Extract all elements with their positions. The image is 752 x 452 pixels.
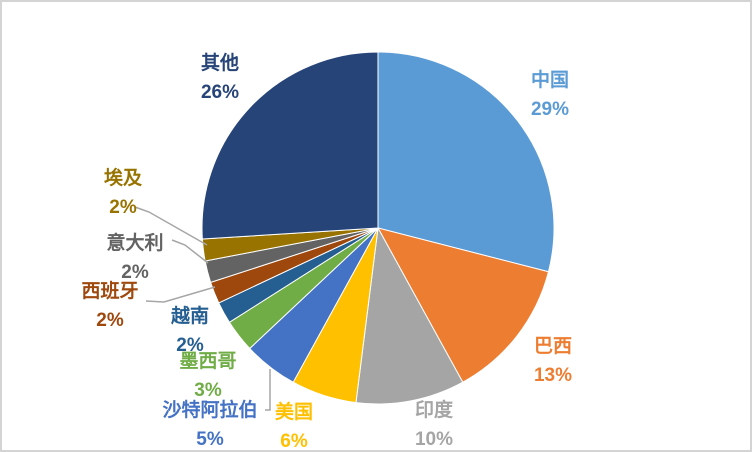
pie-label-category: 沙特阿拉伯 xyxy=(162,400,258,421)
pie-label-percent: 2% xyxy=(109,197,137,218)
pie-label-percent: 2% xyxy=(176,335,204,356)
pie-label-percent: 2% xyxy=(121,262,149,283)
pie-label-category: 印度 xyxy=(414,400,453,421)
pie-label-percent: 5% xyxy=(196,429,224,450)
pie-label-1: 巴西 13% xyxy=(534,332,572,390)
leader-line-saudi xyxy=(265,369,271,411)
pie-slice-2 xyxy=(355,227,464,405)
pie-label-category: 埃及 xyxy=(103,168,143,189)
leader-line-italy xyxy=(171,239,209,264)
pie-label-category: 中国 xyxy=(530,70,569,91)
pie-label-category: 意大利 xyxy=(106,233,164,254)
leader-line-egypt xyxy=(134,206,208,246)
pie-label-9: 埃及 2% xyxy=(104,164,142,222)
pie-label-percent: 29% xyxy=(530,99,570,120)
pie-label-category: 西班牙 xyxy=(81,281,139,302)
pie-label-percent: 3% xyxy=(194,380,222,401)
pie-label-6: 越南 2% xyxy=(171,302,209,360)
pie-label-category: 美国 xyxy=(274,402,314,423)
pie-slice-10 xyxy=(201,51,379,240)
pie-label-percent: 13% xyxy=(533,365,573,386)
pie-slice-0 xyxy=(377,51,555,273)
pie-label-percent: 6% xyxy=(280,431,308,452)
pie-label-8: 意大利 2% xyxy=(106,229,163,287)
pie-label-percent: 2% xyxy=(96,310,124,331)
pie-label-category: 墨西哥 xyxy=(179,351,237,372)
pie-label-category: 巴西 xyxy=(533,336,572,357)
pie-label-0: 中国 29% xyxy=(531,66,569,124)
pie-label-5: 墨西哥 3% xyxy=(179,347,236,405)
pie-label-3: 美国 6% xyxy=(274,398,314,452)
pie-label-2: 印度 10% xyxy=(414,396,454,450)
pie-label-category: 越南 xyxy=(170,306,210,327)
pie-label-4: 沙特阿拉伯 5% xyxy=(162,396,258,450)
pie-slice-1 xyxy=(377,227,549,383)
pie-label-category: 其他 xyxy=(200,53,239,74)
pie-label-7: 西班牙 2% xyxy=(81,277,138,335)
pie-label-percent: 10% xyxy=(414,429,454,450)
pie-label-10: 其他 26% xyxy=(201,49,239,107)
pie-label-percent: 26% xyxy=(200,82,240,103)
leader-line-spain xyxy=(145,286,216,303)
